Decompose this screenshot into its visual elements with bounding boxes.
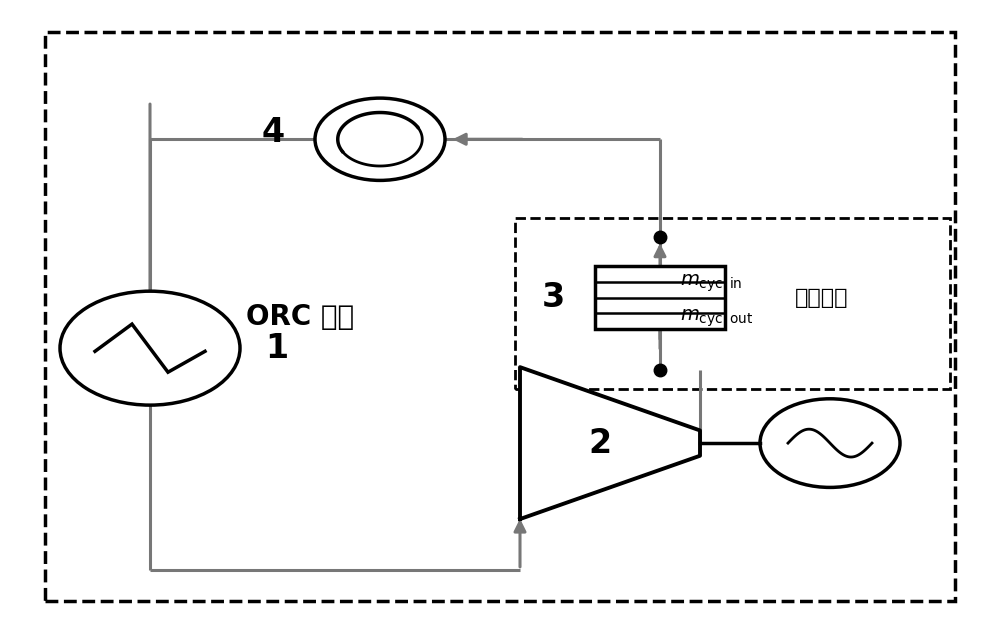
Circle shape [60,291,240,405]
Text: $\mathit{m}_{\rm cyc,out}$: $\mathit{m}_{\rm cyc,out}$ [680,308,753,329]
Text: 4: 4 [262,116,285,149]
Bar [595,266,725,329]
Text: 储液装置: 储液装置 [795,287,849,308]
Text: 2: 2 [588,427,612,460]
Text: $\mathit{m}_{\rm cyc,in}$: $\mathit{m}_{\rm cyc,in}$ [680,273,742,294]
Text: ORC 循环: ORC 循环 [246,303,354,330]
Bar [515,218,950,389]
Polygon shape [520,367,700,519]
Circle shape [760,399,900,487]
Text: 3: 3 [542,281,565,314]
Circle shape [315,98,445,180]
Text: 1: 1 [265,332,288,365]
